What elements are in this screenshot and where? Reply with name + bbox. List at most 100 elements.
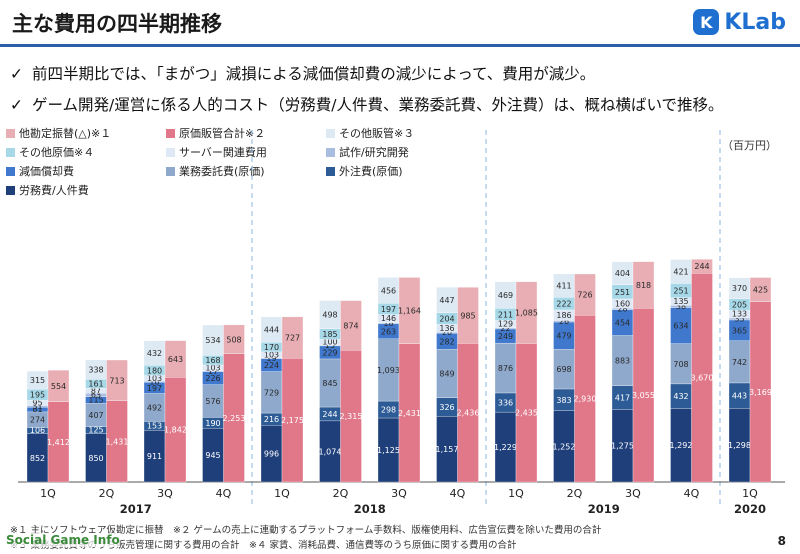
data-label: 1,157 <box>436 445 459 454</box>
data-label: 3,055 <box>632 391 655 400</box>
data-label: 1,431 <box>106 437 129 446</box>
bar-segment-other_transfer <box>106 359 128 401</box>
legend-item: 外注費(原価) <box>326 163 403 179</box>
legend-item: 原価販管合計※２ <box>166 125 265 141</box>
bar-segment-other_transfer <box>515 281 538 344</box>
data-label: 15 <box>325 341 335 350</box>
data-label: 508 <box>226 335 241 344</box>
legend-swatch <box>166 128 175 138</box>
data-label: 365 <box>732 326 747 335</box>
data-label: 1,298 <box>728 441 751 450</box>
data-label: 251 <box>615 288 630 297</box>
data-label: 945 <box>205 451 220 460</box>
data-label: 698 <box>556 365 571 374</box>
data-label: 3,670 <box>691 374 714 383</box>
data-label: 883 <box>615 357 630 366</box>
bar-segment-other_transfer <box>632 261 655 309</box>
data-label: 185 <box>322 330 337 339</box>
data-label: 729 <box>264 388 279 397</box>
quarter-tick-label: 2Q <box>567 487 583 500</box>
data-label: 411 <box>556 282 571 291</box>
data-label: 421 <box>673 267 688 276</box>
data-label: 298 <box>381 406 396 415</box>
data-label: 1,229 <box>494 443 517 452</box>
data-label: 160 <box>615 300 630 309</box>
data-label: 204 <box>439 315 454 324</box>
data-label: 251 <box>673 287 688 296</box>
year-label: 2017 <box>120 502 152 516</box>
legend-item: 業務委託費(原価) <box>166 163 265 179</box>
data-label: 87 <box>91 386 101 395</box>
bar-segment-other_transfer <box>691 259 713 274</box>
data-label: 161 <box>88 380 103 389</box>
data-label: 95 <box>32 398 42 407</box>
data-label: 129 <box>498 320 513 329</box>
data-label: 31 <box>32 402 42 411</box>
data-label: 282 <box>439 337 454 346</box>
year-label: 2019 <box>588 502 620 516</box>
legend-item: サーバー関連費用 <box>166 144 267 160</box>
bar-segment-other_transfer <box>47 369 70 402</box>
legend-item: 他勘定振替(△)※１ <box>6 125 111 141</box>
title-divider <box>0 44 800 47</box>
data-label: 136 <box>439 324 454 333</box>
data-label: 244 <box>322 410 337 419</box>
data-label: 81 <box>32 405 42 414</box>
data-label: 190 <box>205 419 220 428</box>
data-label: 492 <box>147 403 162 412</box>
quarter-tick-label: 1Q <box>742 487 758 500</box>
legend-item: その他原価※４ <box>6 144 94 160</box>
data-label: 133 <box>732 310 747 319</box>
data-label: 534 <box>205 336 220 345</box>
data-label: 444 <box>264 326 279 335</box>
legend-swatch <box>326 147 335 157</box>
data-label: 226 <box>205 374 220 383</box>
data-label: 103 <box>264 350 279 359</box>
footnote: ※３ 業務委託費等のうち販売管理に関する費用の合計 ※４ 家賃、消耗品費、通信費… <box>10 540 517 551</box>
data-label: 432 <box>673 392 688 401</box>
data-label: 911 <box>147 452 162 461</box>
data-label: 2,930 <box>574 395 597 404</box>
data-label: 634 <box>673 322 688 331</box>
legend-label: 原価販管合計※２ <box>179 127 266 140</box>
data-label: 263 <box>381 327 396 336</box>
data-label: 211 <box>498 310 513 319</box>
data-label: 876 <box>498 364 513 373</box>
data-label: 447 <box>439 296 454 305</box>
data-label: 1,252 <box>553 442 576 451</box>
page-number: 8 <box>777 534 786 548</box>
page-title: 主な費用の四半期推移 <box>12 12 222 36</box>
quarter-tick-label: 3Q <box>157 487 173 500</box>
data-label: 17 <box>208 367 218 376</box>
data-label: 135 <box>673 297 688 306</box>
unit-label: （百万円） <box>722 139 777 152</box>
legend-item: 労務費/人件費 <box>6 182 89 198</box>
legend-swatch <box>326 128 335 138</box>
data-label: 3,169 <box>749 388 772 397</box>
legend-swatch <box>6 166 15 176</box>
data-label: 874 <box>343 321 358 330</box>
bullet-text: 前四半期比では、「まがつ」減損による減価償却費の減少によって、費用が減少。 <box>32 65 596 83</box>
quarter-tick-label: 1Q <box>274 487 290 500</box>
data-label: 2,253 <box>223 414 246 423</box>
data-label: 338 <box>88 366 103 375</box>
data-label: 224 <box>264 361 279 370</box>
bullet-item: ✓ 前四半期比では、「まがつ」減損による減価償却費の減少によって、費用が減少。 <box>10 62 595 84</box>
data-label: 222 <box>556 300 571 309</box>
data-label: 849 <box>439 369 454 378</box>
legend-swatch <box>6 128 15 138</box>
legend-item: その他販管※３ <box>326 125 414 141</box>
klab-logo-text: KLab <box>724 9 786 35</box>
data-label: 244 <box>694 262 709 271</box>
data-label: 18 <box>383 319 393 328</box>
legend-label: サーバー関連費用 <box>179 146 267 159</box>
data-label: 2,436 <box>457 409 480 418</box>
data-label: 370 <box>732 284 747 293</box>
data-label: 28 <box>617 304 627 313</box>
data-label: 274 <box>30 416 45 425</box>
data-label: 16 <box>149 377 159 386</box>
klab-logo: K KLab <box>693 9 786 35</box>
data-label: 1,275 <box>611 442 634 451</box>
legend-label: 労務費/人件費 <box>19 184 89 197</box>
data-label: 643 <box>168 355 183 364</box>
